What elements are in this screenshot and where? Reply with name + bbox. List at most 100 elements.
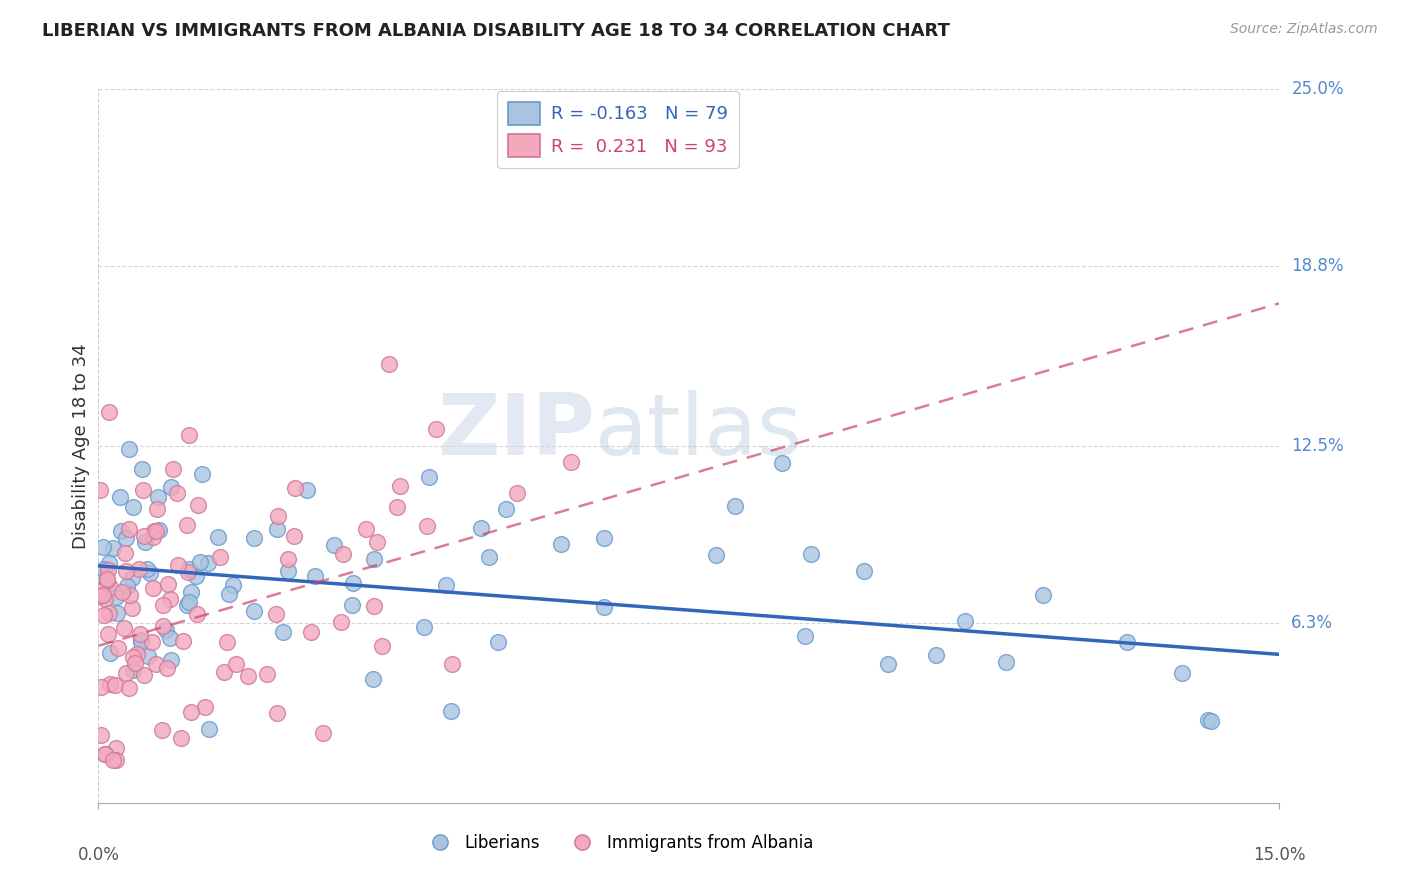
Point <box>378 357 401 371</box>
Point <box>387 500 409 515</box>
Point <box>127 647 149 661</box>
Point <box>142 581 165 595</box>
Point <box>354 522 377 536</box>
Point <box>159 591 181 606</box>
Point <box>1171 665 1194 680</box>
Point <box>323 538 346 552</box>
Point <box>243 531 266 545</box>
Point <box>162 462 184 476</box>
Point <box>110 585 132 599</box>
Point <box>724 500 747 514</box>
Point <box>128 627 150 641</box>
Point <box>363 552 385 566</box>
Point <box>193 700 215 714</box>
Point <box>256 666 278 681</box>
Point <box>312 726 335 740</box>
Point <box>98 647 121 661</box>
Text: 25.0%: 25.0% <box>1291 80 1344 98</box>
Point <box>105 607 128 621</box>
Point <box>118 681 141 695</box>
Point <box>98 556 121 570</box>
Point <box>179 562 201 576</box>
Point <box>179 428 201 442</box>
Point <box>97 563 120 577</box>
Point <box>160 480 183 494</box>
Point <box>148 523 170 537</box>
Point <box>208 549 231 564</box>
Point <box>159 631 181 645</box>
Point <box>266 706 288 720</box>
Point <box>770 457 793 471</box>
Text: 18.8%: 18.8% <box>1291 257 1344 275</box>
Point <box>157 577 180 591</box>
Point <box>118 522 141 536</box>
Point <box>170 731 193 745</box>
Point <box>266 522 288 536</box>
Point <box>98 676 121 690</box>
Point <box>180 706 202 720</box>
Point <box>361 673 384 687</box>
Point <box>366 534 388 549</box>
Point <box>876 657 898 671</box>
Point <box>267 509 290 524</box>
Point <box>1199 714 1222 728</box>
Point <box>486 635 509 649</box>
Legend: Liberians, Immigrants from Albania: Liberians, Immigrants from Albania <box>416 828 820 859</box>
Point <box>197 556 219 570</box>
Point <box>176 518 198 533</box>
Point <box>436 578 458 592</box>
Point <box>416 519 439 533</box>
Text: 15.0%: 15.0% <box>1253 846 1306 863</box>
Point <box>184 569 207 583</box>
Point <box>304 569 326 583</box>
Point <box>186 607 208 622</box>
Point <box>236 668 259 682</box>
Point <box>145 524 167 538</box>
Point <box>97 606 120 620</box>
Point <box>117 579 139 593</box>
Point <box>277 564 299 578</box>
Point <box>114 531 136 545</box>
Point <box>152 599 174 613</box>
Point <box>172 634 194 648</box>
Point <box>295 483 318 498</box>
Point <box>121 571 143 585</box>
Point <box>105 741 128 756</box>
Point <box>118 442 141 457</box>
Point <box>425 421 447 435</box>
Point <box>207 530 229 544</box>
Point <box>142 530 165 544</box>
Point <box>121 649 143 664</box>
Point <box>191 467 214 481</box>
Text: 6.3%: 6.3% <box>1291 614 1333 632</box>
Point <box>187 498 209 512</box>
Point <box>329 615 352 630</box>
Point <box>853 564 876 578</box>
Point <box>94 747 117 761</box>
Point <box>214 665 236 679</box>
Point <box>136 562 159 576</box>
Point <box>215 635 238 649</box>
Point <box>340 598 363 612</box>
Point <box>592 599 614 614</box>
Point <box>166 486 188 500</box>
Point <box>277 552 299 566</box>
Point <box>94 747 117 761</box>
Point <box>218 587 240 601</box>
Point <box>560 455 582 469</box>
Point <box>142 524 165 538</box>
Point <box>371 639 394 653</box>
Point <box>389 479 412 493</box>
Point <box>1032 588 1054 602</box>
Point <box>97 627 120 641</box>
Point <box>1115 634 1137 648</box>
Point <box>704 548 727 562</box>
Point <box>180 585 202 599</box>
Point <box>118 589 141 603</box>
Point <box>225 657 247 671</box>
Point <box>114 545 136 559</box>
Point <box>108 491 131 505</box>
Point <box>177 595 200 609</box>
Point <box>129 633 152 648</box>
Point <box>495 501 517 516</box>
